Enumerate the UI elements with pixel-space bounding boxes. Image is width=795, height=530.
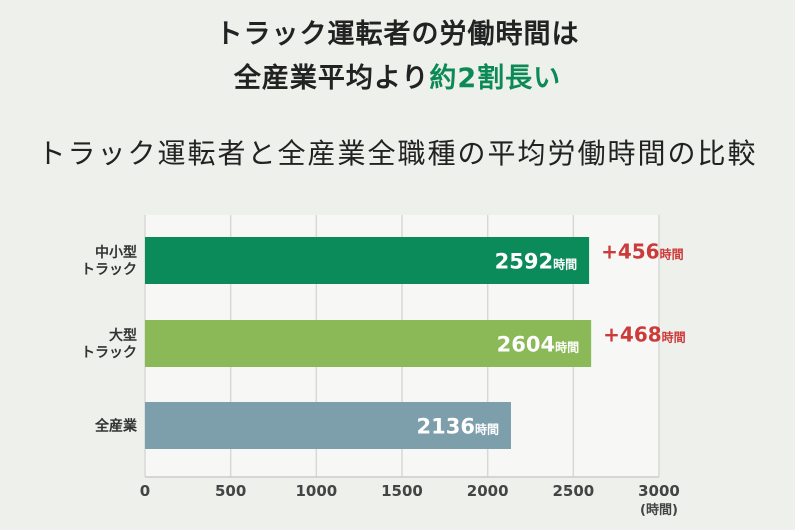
x-tick-label: 2000 [467,482,509,500]
difference-label: +468時間 [603,323,686,347]
headline-prefix: 全産業平均より [233,63,430,94]
bar [145,320,592,367]
bar-value-label: 2592時間 [495,250,577,274]
x-axis-unit-label: (時間) [640,502,678,518]
x-tick-label: 3000 [638,482,680,500]
x-tick-label: 2500 [552,482,594,500]
headline-line-2: 全産業平均より約2割長い [0,56,795,95]
category-label: 全産業 [94,418,138,435]
difference-label: +456時間 [601,240,684,264]
chart-title: トラック運転者と全産業全職種の平均労働時間の比較 [37,137,758,170]
bar [145,402,511,449]
bar-value-label: 2136時間 [416,415,498,439]
bar-value-label: 2604時間 [497,333,579,357]
x-tick-label: 500 [215,482,246,500]
bar [145,237,590,284]
x-tick-label: 0 [140,482,150,500]
x-tick-label: 1000 [295,482,337,500]
headline-highlight: 約2割長い [429,63,562,94]
headline-line-1: トラック運転者の労働時間は [215,19,580,50]
category-label: 大型トラック [81,327,137,361]
category-label: 中小型トラック [81,244,137,278]
x-tick-label: 1500 [381,482,423,500]
